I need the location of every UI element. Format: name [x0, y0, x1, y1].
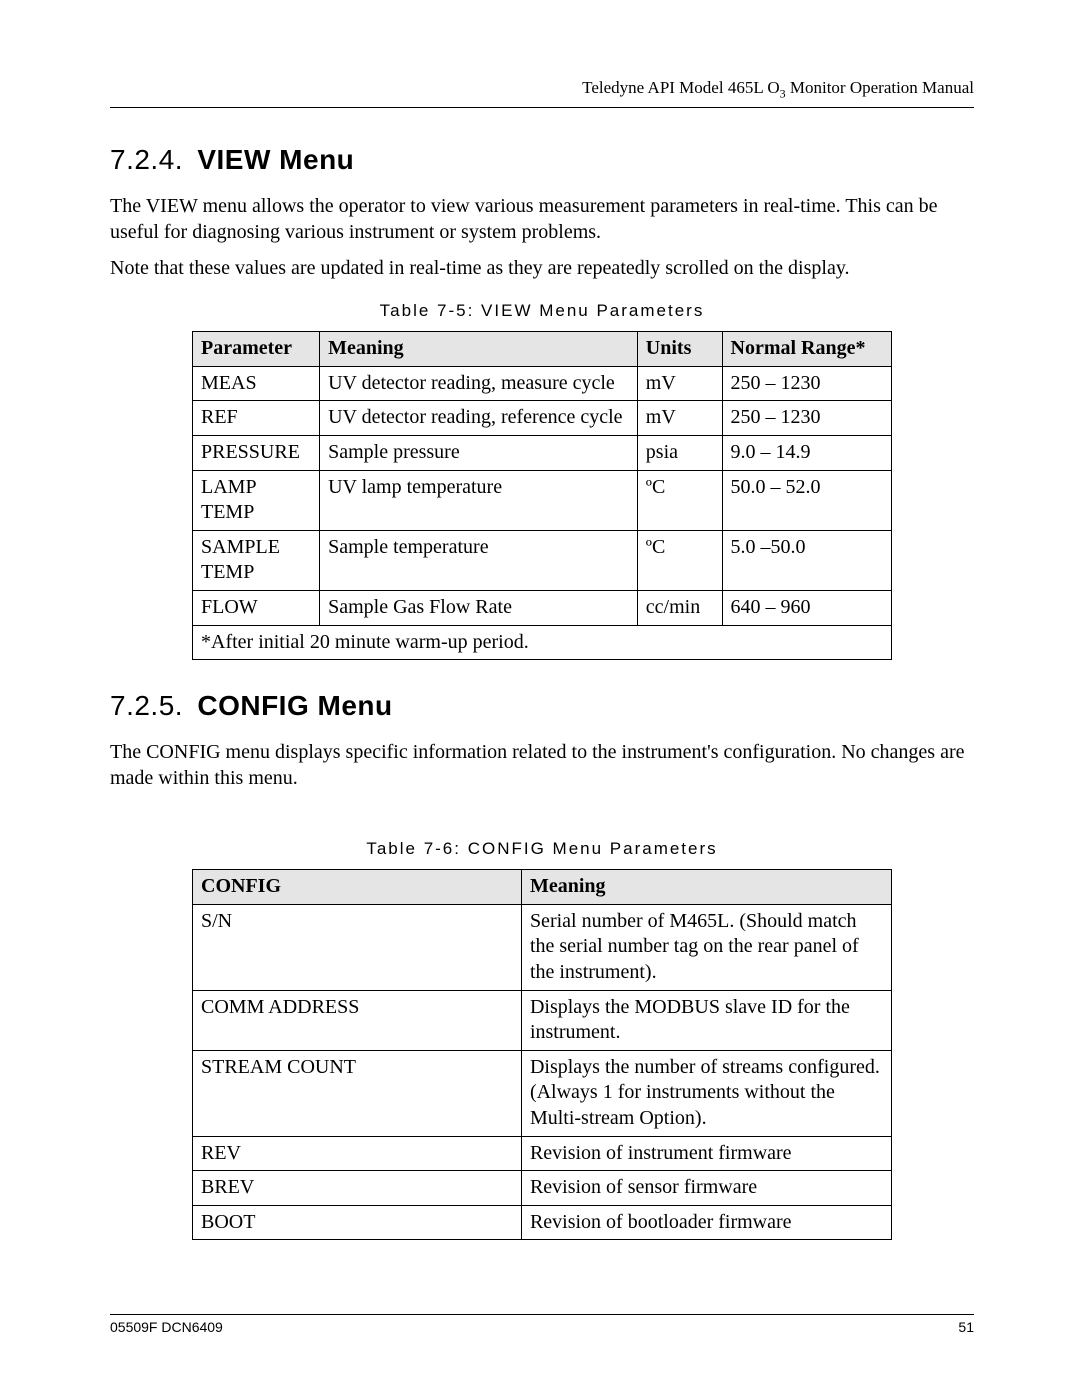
footer-left: 05509F DCN6409	[110, 1319, 223, 1335]
table2-body: S/NSerial number of M465L. (Should match…	[193, 904, 892, 1240]
table-cell: Displays the number of streams configure…	[521, 1050, 891, 1136]
table-header-row: CONFIG Meaning	[193, 870, 892, 905]
th-parameter: Parameter	[193, 332, 320, 367]
section1-para1: The VIEW menu allows the operator to vie…	[110, 194, 974, 245]
table-cell: BOOT	[193, 1205, 522, 1240]
table-cell: UV detector reading, reference cycle	[320, 401, 638, 436]
table-cell: ºC	[637, 470, 722, 530]
table-cell: Revision of sensor firmware	[521, 1171, 891, 1206]
footer-rule	[110, 1314, 974, 1315]
table-cell: BREV	[193, 1171, 522, 1206]
table-cell: Serial number of M465L. (Should match th…	[521, 904, 891, 990]
table-cell: Displays the MODBUS slave ID for the ins…	[521, 990, 891, 1050]
config-menu-table: CONFIG Meaning S/NSerial number of M465L…	[192, 869, 892, 1240]
table-header-row: Parameter Meaning Units Normal Range*	[193, 332, 892, 367]
table-row: MEASUV detector reading, measure cyclemV…	[193, 366, 892, 401]
table-cell: UV detector reading, measure cycle	[320, 366, 638, 401]
footer-right: 51	[958, 1319, 974, 1335]
table-row: S/NSerial number of M465L. (Should match…	[193, 904, 892, 990]
table1-body: MEASUV detector reading, measure cyclemV…	[193, 366, 892, 625]
header-text-before: Teledyne API Model 465L O	[582, 78, 779, 97]
table-cell: ºC	[637, 530, 722, 590]
table-cell: Sample pressure	[320, 435, 638, 470]
table-row: REVRevision of instrument firmware	[193, 1136, 892, 1171]
table-cell: cc/min	[637, 590, 722, 625]
table-cell: 640 – 960	[722, 590, 891, 625]
section1-para2: Note that these values are updated in re…	[110, 256, 974, 282]
table-row: BREVRevision of sensor firmware	[193, 1171, 892, 1206]
table-cell: 9.0 – 14.9	[722, 435, 891, 470]
table-cell: UV lamp temperature	[320, 470, 638, 530]
table-cell: Revision of bootloader firmware	[521, 1205, 891, 1240]
table-cell: Sample Gas Flow Rate	[320, 590, 638, 625]
th-units: Units	[637, 332, 722, 367]
th-meaning: Meaning	[521, 870, 891, 905]
table-cell: PRESSURE	[193, 435, 320, 470]
table-row: REFUV detector reading, reference cyclem…	[193, 401, 892, 436]
table-cell: Sample temperature	[320, 530, 638, 590]
table2-caption: Table 7-6: CONFIG Menu Parameters	[110, 839, 974, 859]
table-cell: STREAM COUNT	[193, 1050, 522, 1136]
table-cell: REV	[193, 1136, 522, 1171]
page-footer: 05509F DCN6409 51	[110, 1314, 974, 1335]
section-title: CONFIG Menu	[197, 690, 392, 721]
section-number: 7.2.5.	[110, 690, 183, 721]
th-meaning: Meaning	[320, 332, 638, 367]
table1-footnote: *After initial 20 minute warm-up period.	[193, 625, 892, 660]
table-cell: LAMP TEMP	[193, 470, 320, 530]
table1-caption: Table 7-5: VIEW Menu Parameters	[110, 301, 974, 321]
view-menu-table: Parameter Meaning Units Normal Range* ME…	[192, 331, 892, 660]
header-text-after: Monitor Operation Manual	[786, 78, 974, 97]
table-cell: REF	[193, 401, 320, 436]
table1-footnote-row: *After initial 20 minute warm-up period.	[193, 625, 892, 660]
table-cell: 5.0 –50.0	[722, 530, 891, 590]
page-container: Teledyne API Model 465L O3 Monitor Opera…	[0, 0, 1080, 1397]
table-cell: MEAS	[193, 366, 320, 401]
section2-para1: The CONFIG menu displays specific inform…	[110, 740, 974, 791]
section-title: VIEW Menu	[197, 144, 354, 175]
table-row: COMM ADDRESSDisplays the MODBUS slave ID…	[193, 990, 892, 1050]
table-cell: 250 – 1230	[722, 401, 891, 436]
table-cell: mV	[637, 401, 722, 436]
table-cell: mV	[637, 366, 722, 401]
table-cell: 50.0 – 52.0	[722, 470, 891, 530]
section-heading-view: 7.2.4. VIEW Menu	[110, 144, 974, 176]
table-cell: SAMPLE TEMP	[193, 530, 320, 590]
table-row: PRESSURESample pressurepsia9.0 – 14.9	[193, 435, 892, 470]
section-heading-config: 7.2.5. CONFIG Menu	[110, 690, 974, 722]
table-row: BOOTRevision of bootloader firmware	[193, 1205, 892, 1240]
section-number: 7.2.4.	[110, 144, 183, 175]
table-row: LAMP TEMPUV lamp temperatureºC50.0 – 52.…	[193, 470, 892, 530]
table-row: STREAM COUNTDisplays the number of strea…	[193, 1050, 892, 1136]
table-row: FLOWSample Gas Flow Ratecc/min640 – 960	[193, 590, 892, 625]
table-cell: FLOW	[193, 590, 320, 625]
header-rule	[110, 107, 974, 108]
th-config: CONFIG	[193, 870, 522, 905]
running-head: Teledyne API Model 465L O3 Monitor Opera…	[110, 78, 974, 101]
table-cell: psia	[637, 435, 722, 470]
table-cell: COMM ADDRESS	[193, 990, 522, 1050]
table-cell: 250 – 1230	[722, 366, 891, 401]
th-range: Normal Range*	[722, 332, 891, 367]
table-row: SAMPLE TEMPSample temperatureºC5.0 –50.0	[193, 530, 892, 590]
table-cell: S/N	[193, 904, 522, 990]
table-cell: Revision of instrument firmware	[521, 1136, 891, 1171]
